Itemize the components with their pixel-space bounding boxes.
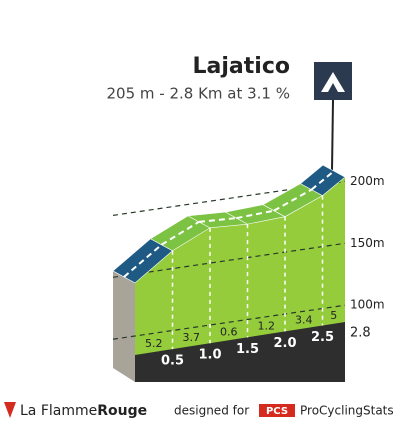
center-dash (160, 220, 200, 246)
designed-for: designed for (174, 404, 249, 418)
pcs-badge: PCS (266, 406, 288, 417)
grid-line (112, 304, 346, 340)
gradient-label: 5.2 (145, 337, 163, 350)
flamme-logo (4, 402, 16, 418)
gradient-label: 5 (330, 309, 337, 322)
grid-line (112, 180, 346, 216)
chart: 100m 150m 200m 0.5 1.0 1.5 2.0 2.5 2.8 5.2 3.7 0.6 1… (112, 164, 385, 382)
pin-line (331, 99, 334, 172)
x-tick-label: 1.0 (198, 348, 221, 363)
x-tick-label: 1.5 (236, 342, 259, 357)
center-dash (273, 188, 312, 212)
center-dash (198, 217, 237, 223)
pcs-badge-bg (259, 404, 295, 417)
center-dash (310, 170, 335, 191)
x-tick-label: 0.5 (161, 354, 184, 369)
site-name: ProCyclingStats (300, 404, 394, 418)
brand-a: La Flamme (20, 403, 97, 419)
climb-title: Lajatico (193, 54, 290, 79)
distance-band (135, 322, 345, 382)
x-tick-label: 2.0 (273, 336, 296, 351)
gradient-label: 1.2 (258, 319, 276, 332)
brand-b: Rouge (97, 403, 147, 419)
center-dash (236, 209, 275, 220)
center-dash (123, 243, 163, 278)
grid-line (112, 242, 346, 278)
y-tick-label: 100m (350, 298, 385, 312)
y-tick-label: 200m (350, 174, 385, 188)
mountain-icon-inner (328, 83, 338, 92)
brand: La FlammeRouge (20, 403, 147, 419)
gradient-label: 0.6 (220, 325, 238, 338)
y-tick-label: 150m (350, 236, 385, 250)
side-face (113, 270, 135, 382)
gradient-label: 3.7 (183, 331, 201, 344)
x-tick-label: 2.8 (350, 326, 371, 341)
climb-subtitle: 205 m - 2.8 Km at 3.1 % (106, 85, 290, 103)
x-tick-label: 2.5 (311, 330, 334, 345)
mountain-icon (321, 72, 345, 92)
gradient-label: 3.4 (295, 313, 313, 326)
